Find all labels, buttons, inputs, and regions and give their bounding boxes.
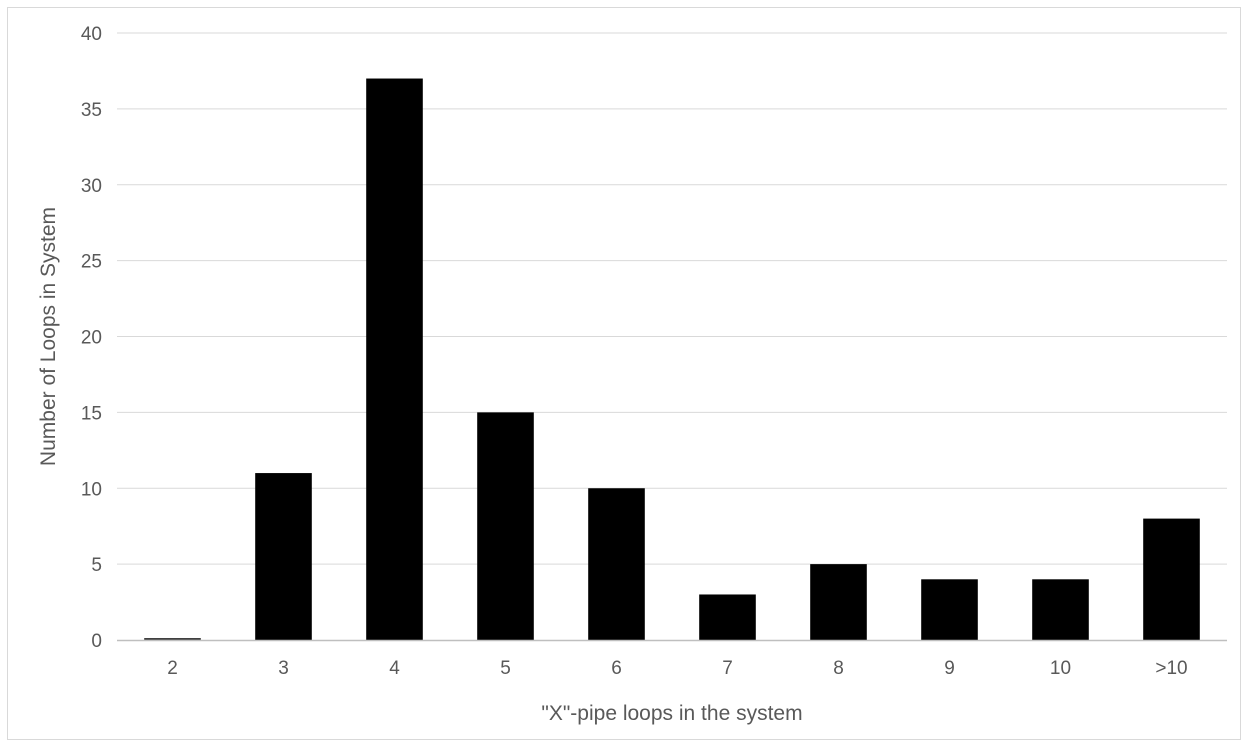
y-tick-label: 25 <box>81 252 102 273</box>
bars <box>144 78 1200 640</box>
x-tick-label: 7 <box>722 658 733 679</box>
x-axis-title: "X"-pipe loops in the system <box>541 702 802 725</box>
x-tick-label: 10 <box>1050 658 1071 679</box>
x-tick-label: 8 <box>833 658 844 679</box>
bar <box>477 412 534 640</box>
y-tick-label: 15 <box>81 403 102 424</box>
bar <box>144 638 201 640</box>
y-tick-label: 35 <box>81 100 102 121</box>
y-tick-label: 5 <box>91 555 102 576</box>
x-tick-label: 4 <box>389 658 400 679</box>
x-tick-labels: 2 3 4 5 6 7 8 9 10 >10 <box>167 658 1187 679</box>
x-tick-label: >10 <box>1155 658 1187 679</box>
bar <box>699 594 756 640</box>
y-tick-label: 30 <box>81 176 102 197</box>
y-tick-label: 20 <box>81 328 102 349</box>
x-tick-label: 2 <box>167 658 178 679</box>
bar <box>1032 579 1089 640</box>
x-tick-label: 6 <box>611 658 622 679</box>
y-tick-label: 40 <box>81 24 102 45</box>
bar <box>366 78 423 640</box>
bar <box>588 488 645 640</box>
y-tick-label: 10 <box>81 479 102 500</box>
y-tick-labels: 0 5 10 15 20 25 30 35 40 <box>81 24 102 652</box>
x-tick-label: 9 <box>944 658 955 679</box>
x-tick-label: 5 <box>500 658 511 679</box>
bar <box>255 473 312 640</box>
y-tick-label: 0 <box>91 631 102 652</box>
x-tick-label: 3 <box>278 658 289 679</box>
bar <box>810 564 867 640</box>
bar <box>1143 518 1200 640</box>
y-axis-title: Number of Loops in System <box>37 207 60 466</box>
bar <box>921 579 978 640</box>
